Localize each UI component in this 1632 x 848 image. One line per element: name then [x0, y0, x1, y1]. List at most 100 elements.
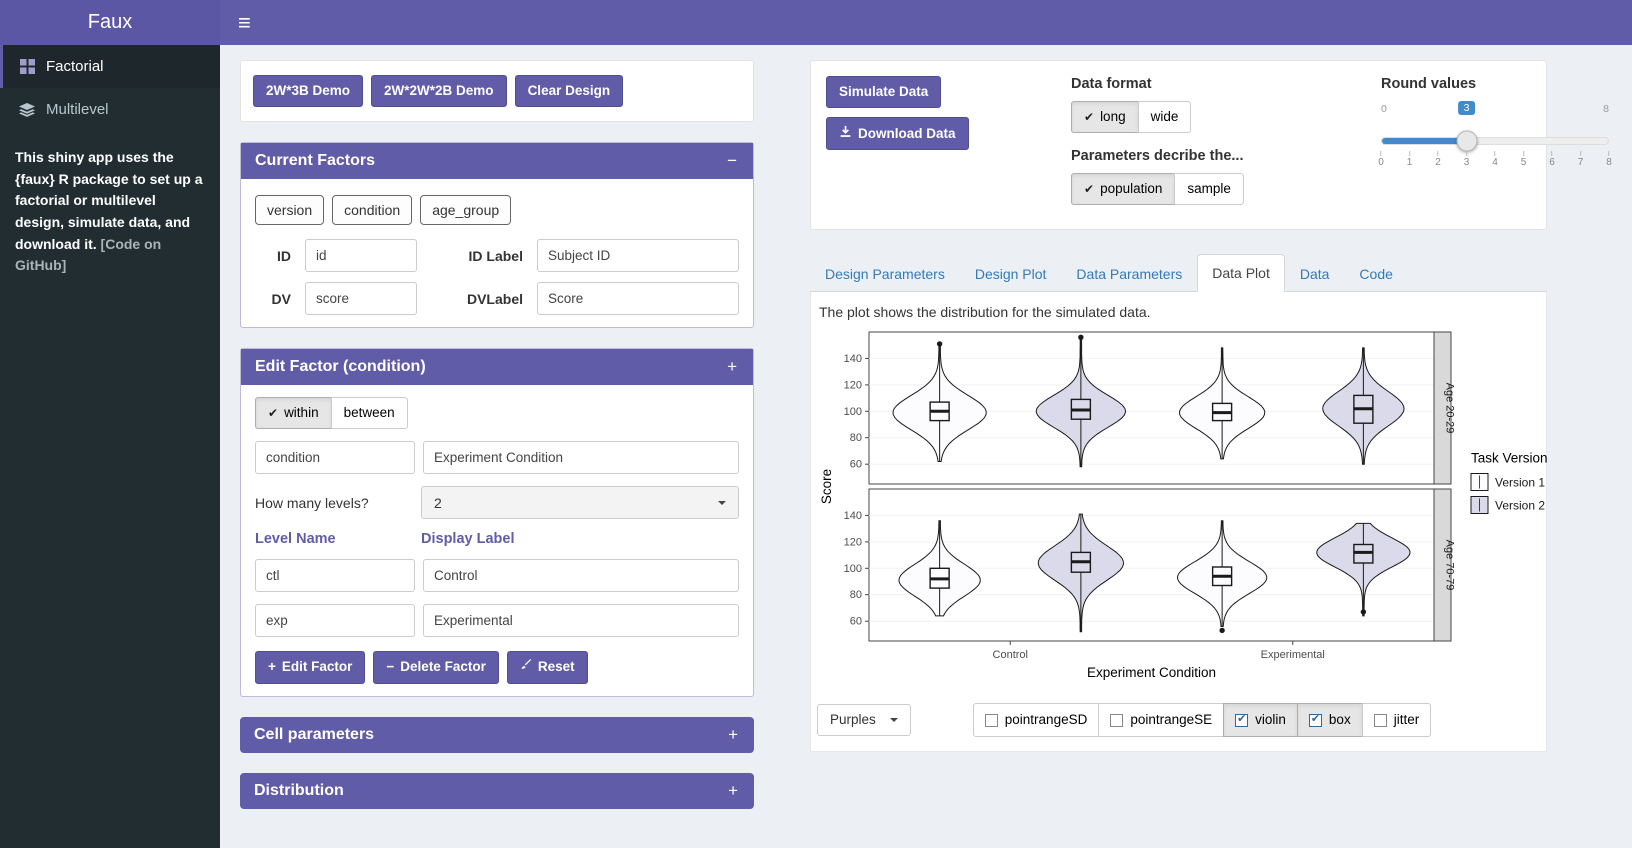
factor-name-input[interactable]: [255, 441, 415, 475]
distribution-header[interactable]: Distribution +: [240, 772, 754, 809]
violin-plot: Score 60 80 100 120 140 Age 20-29 60 80 100 120 140…: [819, 331, 1548, 680]
minus-icon: −: [386, 659, 395, 675]
id-display-input[interactable]: [537, 239, 739, 273]
within-option[interactable]: ✔ within: [255, 397, 332, 430]
jitter-checkbox[interactable]: jitter: [1361, 703, 1432, 738]
round-values-label: Round values: [1381, 76, 1477, 92]
simulate-data-button[interactable]: Simulate Data: [826, 76, 942, 109]
tab-data-plot[interactable]: Data Plot: [1197, 254, 1285, 292]
collapse-plus-icon[interactable]: +: [727, 357, 737, 377]
level-name-input-1[interactable]: [255, 559, 415, 593]
sidebar-description: This shiny app uses the {faux} R package…: [0, 131, 220, 293]
svg-text:120: 120: [844, 536, 862, 548]
svg-text:Experimental: Experimental: [1261, 649, 1325, 661]
id-display-label: ID Label: [468, 247, 523, 264]
collapse-plus-icon[interactable]: +: [728, 780, 738, 800]
main-content: 2W*3B Demo 2W*2W*2B Demo Clear Design Cu…: [220, 45, 1632, 848]
slider-track[interactable]: [1381, 130, 1609, 152]
sidebar: Factorial Multilevel This shiny app uses…: [0, 45, 220, 848]
edit-factor-header[interactable]: Edit Factor (condition) +: [241, 349, 753, 386]
demo-2w2w2b-button[interactable]: 2W*2W*2B Demo: [371, 75, 507, 108]
svg-text:120: 120: [844, 379, 862, 391]
collapse-minus-icon[interactable]: −: [727, 151, 737, 171]
selected-value: 2: [434, 494, 442, 511]
checkbox-icon: [1110, 713, 1124, 727]
github-link[interactable]: [Code on GitHub]: [15, 235, 162, 274]
option-label: pointrangeSE: [1130, 712, 1213, 727]
factor-display-input[interactable]: [423, 441, 739, 475]
collapse-plus-icon[interactable]: +: [728, 724, 738, 744]
svg-text:Experiment Condition: Experiment Condition: [1087, 665, 1216, 680]
pointrangeSE-checkbox[interactable]: pointrangeSE: [1098, 703, 1225, 738]
svg-text:60: 60: [850, 616, 862, 628]
violin-checkbox[interactable]: violin: [1223, 703, 1298, 738]
svg-text:140: 140: [844, 510, 862, 522]
current-factors-header[interactable]: Current Factors −: [241, 143, 753, 180]
level-label-input-1[interactable]: [423, 559, 739, 593]
sidebar-item-factorial[interactable]: Factorial: [0, 45, 220, 88]
simulate-options-box: Simulate Data Download Data Data format …: [810, 60, 1612, 230]
pointrangeSD-checkbox[interactable]: pointrangeSD: [972, 703, 1100, 738]
button-label: 2W*2W*2B Demo: [384, 83, 494, 98]
round-values-slider[interactable]: 0 8 3 0 1 2 3: [1378, 101, 1612, 171]
option-label: within: [284, 405, 319, 421]
slider-handle[interactable]: [1456, 130, 1478, 152]
svg-text:80: 80: [850, 589, 862, 601]
dv-display-input[interactable]: [537, 282, 739, 316]
svg-text:Age 70-79: Age 70-79: [1444, 540, 1456, 591]
dv-display-label: DVLabel: [466, 290, 523, 307]
tab-data[interactable]: Data: [1285, 255, 1345, 292]
option-label: long: [1100, 109, 1126, 124]
delete-factor-button[interactable]: − Delete Factor: [373, 651, 499, 684]
clear-design-button[interactable]: Clear Design: [514, 75, 624, 108]
cell-parameters-panel: Cell parameters +: [240, 716, 754, 753]
level-name-input-2[interactable]: [255, 604, 415, 638]
panel-title: Edit Factor (condition): [255, 358, 426, 376]
population-option[interactable]: ✔ population: [1071, 173, 1176, 206]
tab-data-parameters[interactable]: Data Parameters: [1061, 255, 1197, 292]
data-format-toggle: ✔ long wide: [1071, 101, 1192, 134]
long-option[interactable]: ✔ long: [1071, 101, 1139, 134]
display-label-header: Display Label: [421, 531, 515, 548]
palette-dropdown[interactable]: Purples: [817, 704, 911, 737]
factor-tag-condition[interactable]: condition: [332, 195, 413, 226]
factor-tag-version[interactable]: version: [255, 195, 325, 226]
factor-tag-age-group[interactable]: age_group: [420, 195, 512, 226]
id-input[interactable]: [305, 239, 417, 273]
box-checkbox[interactable]: box: [1296, 703, 1363, 738]
option-label: between: [343, 405, 395, 421]
cell-parameters-header[interactable]: Cell parameters +: [240, 716, 754, 753]
demo-2w3b-button[interactable]: 2W*3B Demo: [253, 75, 364, 108]
reset-button[interactable]: Reset: [506, 651, 588, 684]
edit-factor-button[interactable]: + Edit Factor: [255, 651, 366, 684]
levels-select[interactable]: 2: [421, 486, 739, 520]
sample-option[interactable]: sample: [1174, 173, 1244, 206]
level-name-header: Level Name: [255, 531, 336, 548]
tab-design-parameters[interactable]: Design Parameters: [810, 255, 960, 292]
plus-icon: +: [268, 659, 276, 675]
option-label: jitter: [1393, 712, 1420, 727]
tab-code[interactable]: Code: [1344, 255, 1407, 292]
button-label: Clear Design: [527, 83, 611, 98]
selected-palette: Purples: [830, 712, 876, 727]
caret-down-icon: [889, 718, 898, 723]
check-icon: ✔: [1084, 109, 1095, 124]
between-option[interactable]: between: [330, 397, 408, 430]
wide-option[interactable]: wide: [1137, 101, 1192, 134]
panel-title: Distribution: [254, 781, 344, 799]
results-column: Simulate Data Download Data Data format …: [810, 60, 1612, 829]
tab-design-plot[interactable]: Design Plot: [960, 255, 1062, 292]
panel-title: Current Factors: [255, 152, 376, 170]
data-plot-tab-content: The plot shows the distribution for the …: [810, 292, 1548, 753]
download-data-button[interactable]: Download Data: [826, 117, 969, 151]
sidebar-toggle-button[interactable]: ≡: [220, 0, 269, 45]
option-label: violin: [1255, 712, 1286, 727]
svg-text:Age 20-29: Age 20-29: [1444, 383, 1456, 434]
parameters-toggle: ✔ population sample: [1071, 173, 1244, 206]
sidebar-item-multilevel[interactable]: Multilevel: [0, 88, 220, 131]
svg-text:Score: Score: [819, 469, 834, 504]
tab-label: Data Parameters: [1076, 266, 1183, 282]
level-label-input-2[interactable]: [423, 604, 739, 638]
dv-input[interactable]: [305, 282, 417, 316]
